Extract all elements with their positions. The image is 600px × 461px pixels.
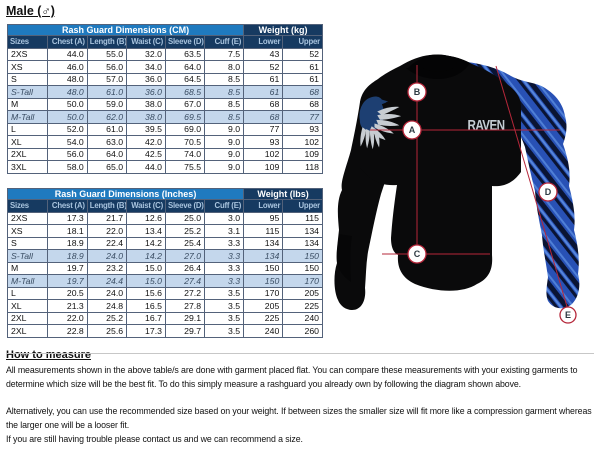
svg-text:B: B [414, 87, 421, 97]
svg-text:D: D [545, 187, 552, 197]
svg-text:RAVEN: RAVEN [468, 117, 505, 134]
svg-text:C: C [414, 249, 421, 259]
svg-text:A: A [409, 125, 416, 135]
svg-text:E: E [565, 310, 571, 320]
